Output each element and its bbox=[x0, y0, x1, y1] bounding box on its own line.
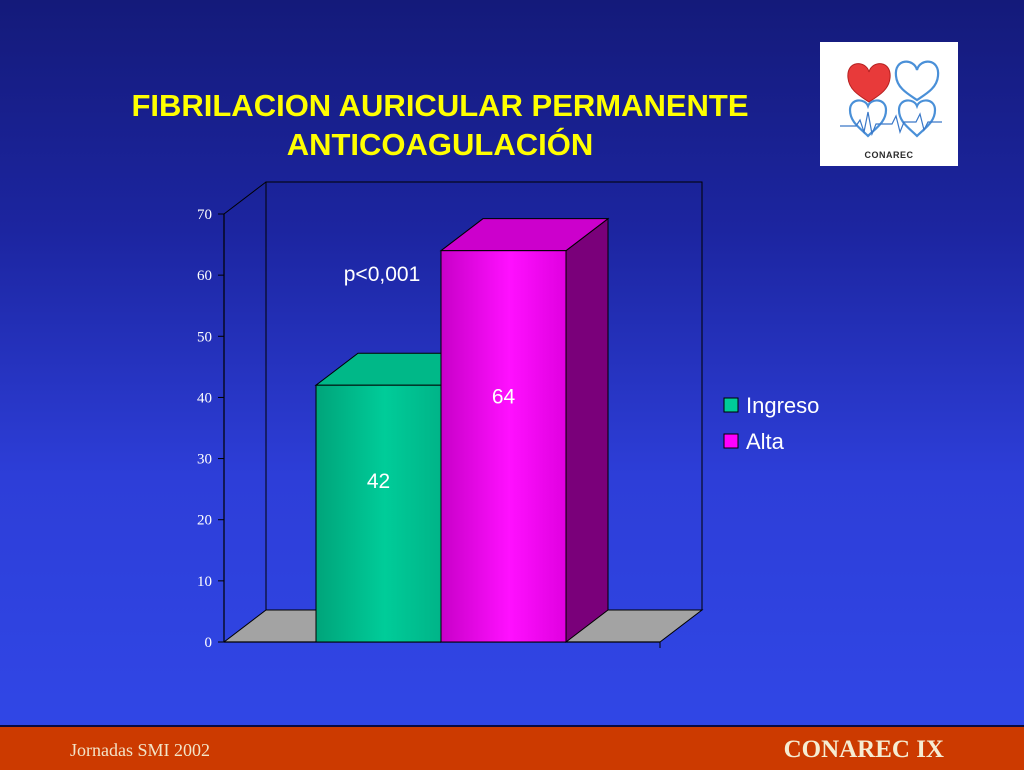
data-label-ingreso: 42 bbox=[367, 470, 390, 493]
conarec-logo: CONAREC bbox=[820, 42, 958, 166]
y-tick-label: 20 bbox=[197, 513, 212, 529]
bar-alta-front bbox=[440, 250, 567, 643]
y-tick-label: 10 bbox=[197, 574, 212, 590]
y-tick-label: 70 bbox=[197, 207, 212, 223]
hearts-clover-icon bbox=[840, 60, 942, 138]
footer-left-text: Jornadas SMI 2002 bbox=[70, 740, 210, 760]
y-tick-label: 40 bbox=[197, 390, 212, 406]
footer-bar: Jornadas SMI 2002 CONAREC IX bbox=[0, 725, 1024, 770]
legend-label-ingreso: Ingreso bbox=[746, 393, 819, 418]
footer-right-text: CONAREC IX bbox=[783, 736, 944, 763]
y-tick-label: 30 bbox=[197, 452, 212, 468]
slide-title: FIBRILACION AURICULAR PERMANENTE ANTICOA… bbox=[60, 86, 820, 164]
bar-chart: 0 10 20 30 40 50 60 70 42 64 p<0,001 Ingreso Alta bbox=[197, 181, 819, 651]
legend-label-alta: Alta bbox=[746, 429, 785, 454]
legend-swatch-alta bbox=[723, 433, 739, 449]
title-line-2: ANTICOAGULACIÓN bbox=[286, 127, 594, 162]
bar-ingreso-front bbox=[315, 384, 442, 643]
y-tick-label: 0 bbox=[205, 635, 213, 651]
bar-alta-side bbox=[565, 217, 609, 644]
y-tick-label: 50 bbox=[197, 329, 212, 345]
p-value-annotation: p<0,001 bbox=[344, 263, 421, 286]
legend-swatch-ingreso bbox=[723, 397, 739, 413]
y-tick-label: 60 bbox=[197, 268, 212, 284]
chart-side-edge bbox=[223, 181, 267, 215]
logo-text: CONAREC bbox=[864, 150, 914, 160]
title-line-1: FIBRILACION AURICULAR PERMANENTE bbox=[131, 88, 749, 123]
data-label-alta: 64 bbox=[492, 385, 516, 408]
